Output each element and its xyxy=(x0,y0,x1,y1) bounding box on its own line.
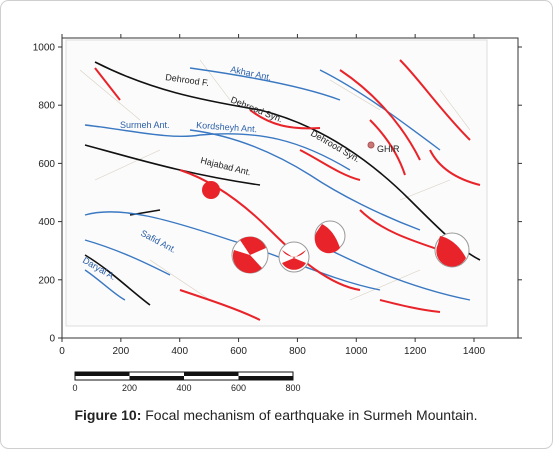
x-tick-label: 400 xyxy=(171,346,188,357)
y-tick-label: 400 xyxy=(38,217,55,228)
x-tick-label: 600 xyxy=(230,346,247,357)
scale-bar-label: 200 xyxy=(122,383,137,393)
scale-bar-label: 800 xyxy=(285,383,300,393)
y-tick-label: 800 xyxy=(38,101,55,112)
map-label: Surmeh Ant. xyxy=(120,120,170,130)
map-image: Akhar Ant. Dehrood F. Dehrood Syn. Surme… xyxy=(65,39,488,327)
y-tick-label: 600 xyxy=(38,159,55,170)
scale-bar-label: 400 xyxy=(176,383,191,393)
map-label: Kordsheyh Ant. xyxy=(196,120,258,134)
x-tick-label: 1000 xyxy=(345,346,368,357)
y-tick-label: 200 xyxy=(38,275,55,286)
scale-bar-label: 600 xyxy=(231,383,246,393)
caption-text: Focal mechanism of earthquake in Surmeh … xyxy=(145,407,477,423)
x-tick-label: 0 xyxy=(59,346,65,357)
scale-bar-label: 0 xyxy=(72,383,77,393)
map-label: GHIR xyxy=(377,144,400,154)
scale-bar xyxy=(74,371,294,381)
caption: Figure 10: Focal mechanism of earthquake… xyxy=(74,407,477,423)
x-tick-label: 1400 xyxy=(463,346,486,357)
y-tick-label: 1000 xyxy=(33,43,56,54)
x-tick-label: 1200 xyxy=(404,346,427,357)
x-tick-label: 200 xyxy=(113,346,130,357)
caption-label: Figure 10: xyxy=(74,407,141,423)
y-tick-label: 0 xyxy=(49,334,55,345)
focal-mechanisms xyxy=(202,141,470,274)
x-tick-label: 800 xyxy=(289,346,306,357)
